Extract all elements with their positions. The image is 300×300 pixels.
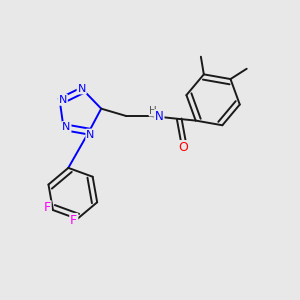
Text: N: N [86, 130, 95, 140]
Text: N: N [62, 122, 70, 132]
Text: N: N [58, 95, 67, 105]
Text: N: N [155, 110, 164, 123]
Text: F: F [70, 214, 77, 227]
Text: N: N [77, 83, 86, 94]
Text: O: O [179, 141, 189, 154]
Text: H: H [149, 106, 157, 116]
Text: F: F [44, 201, 51, 214]
